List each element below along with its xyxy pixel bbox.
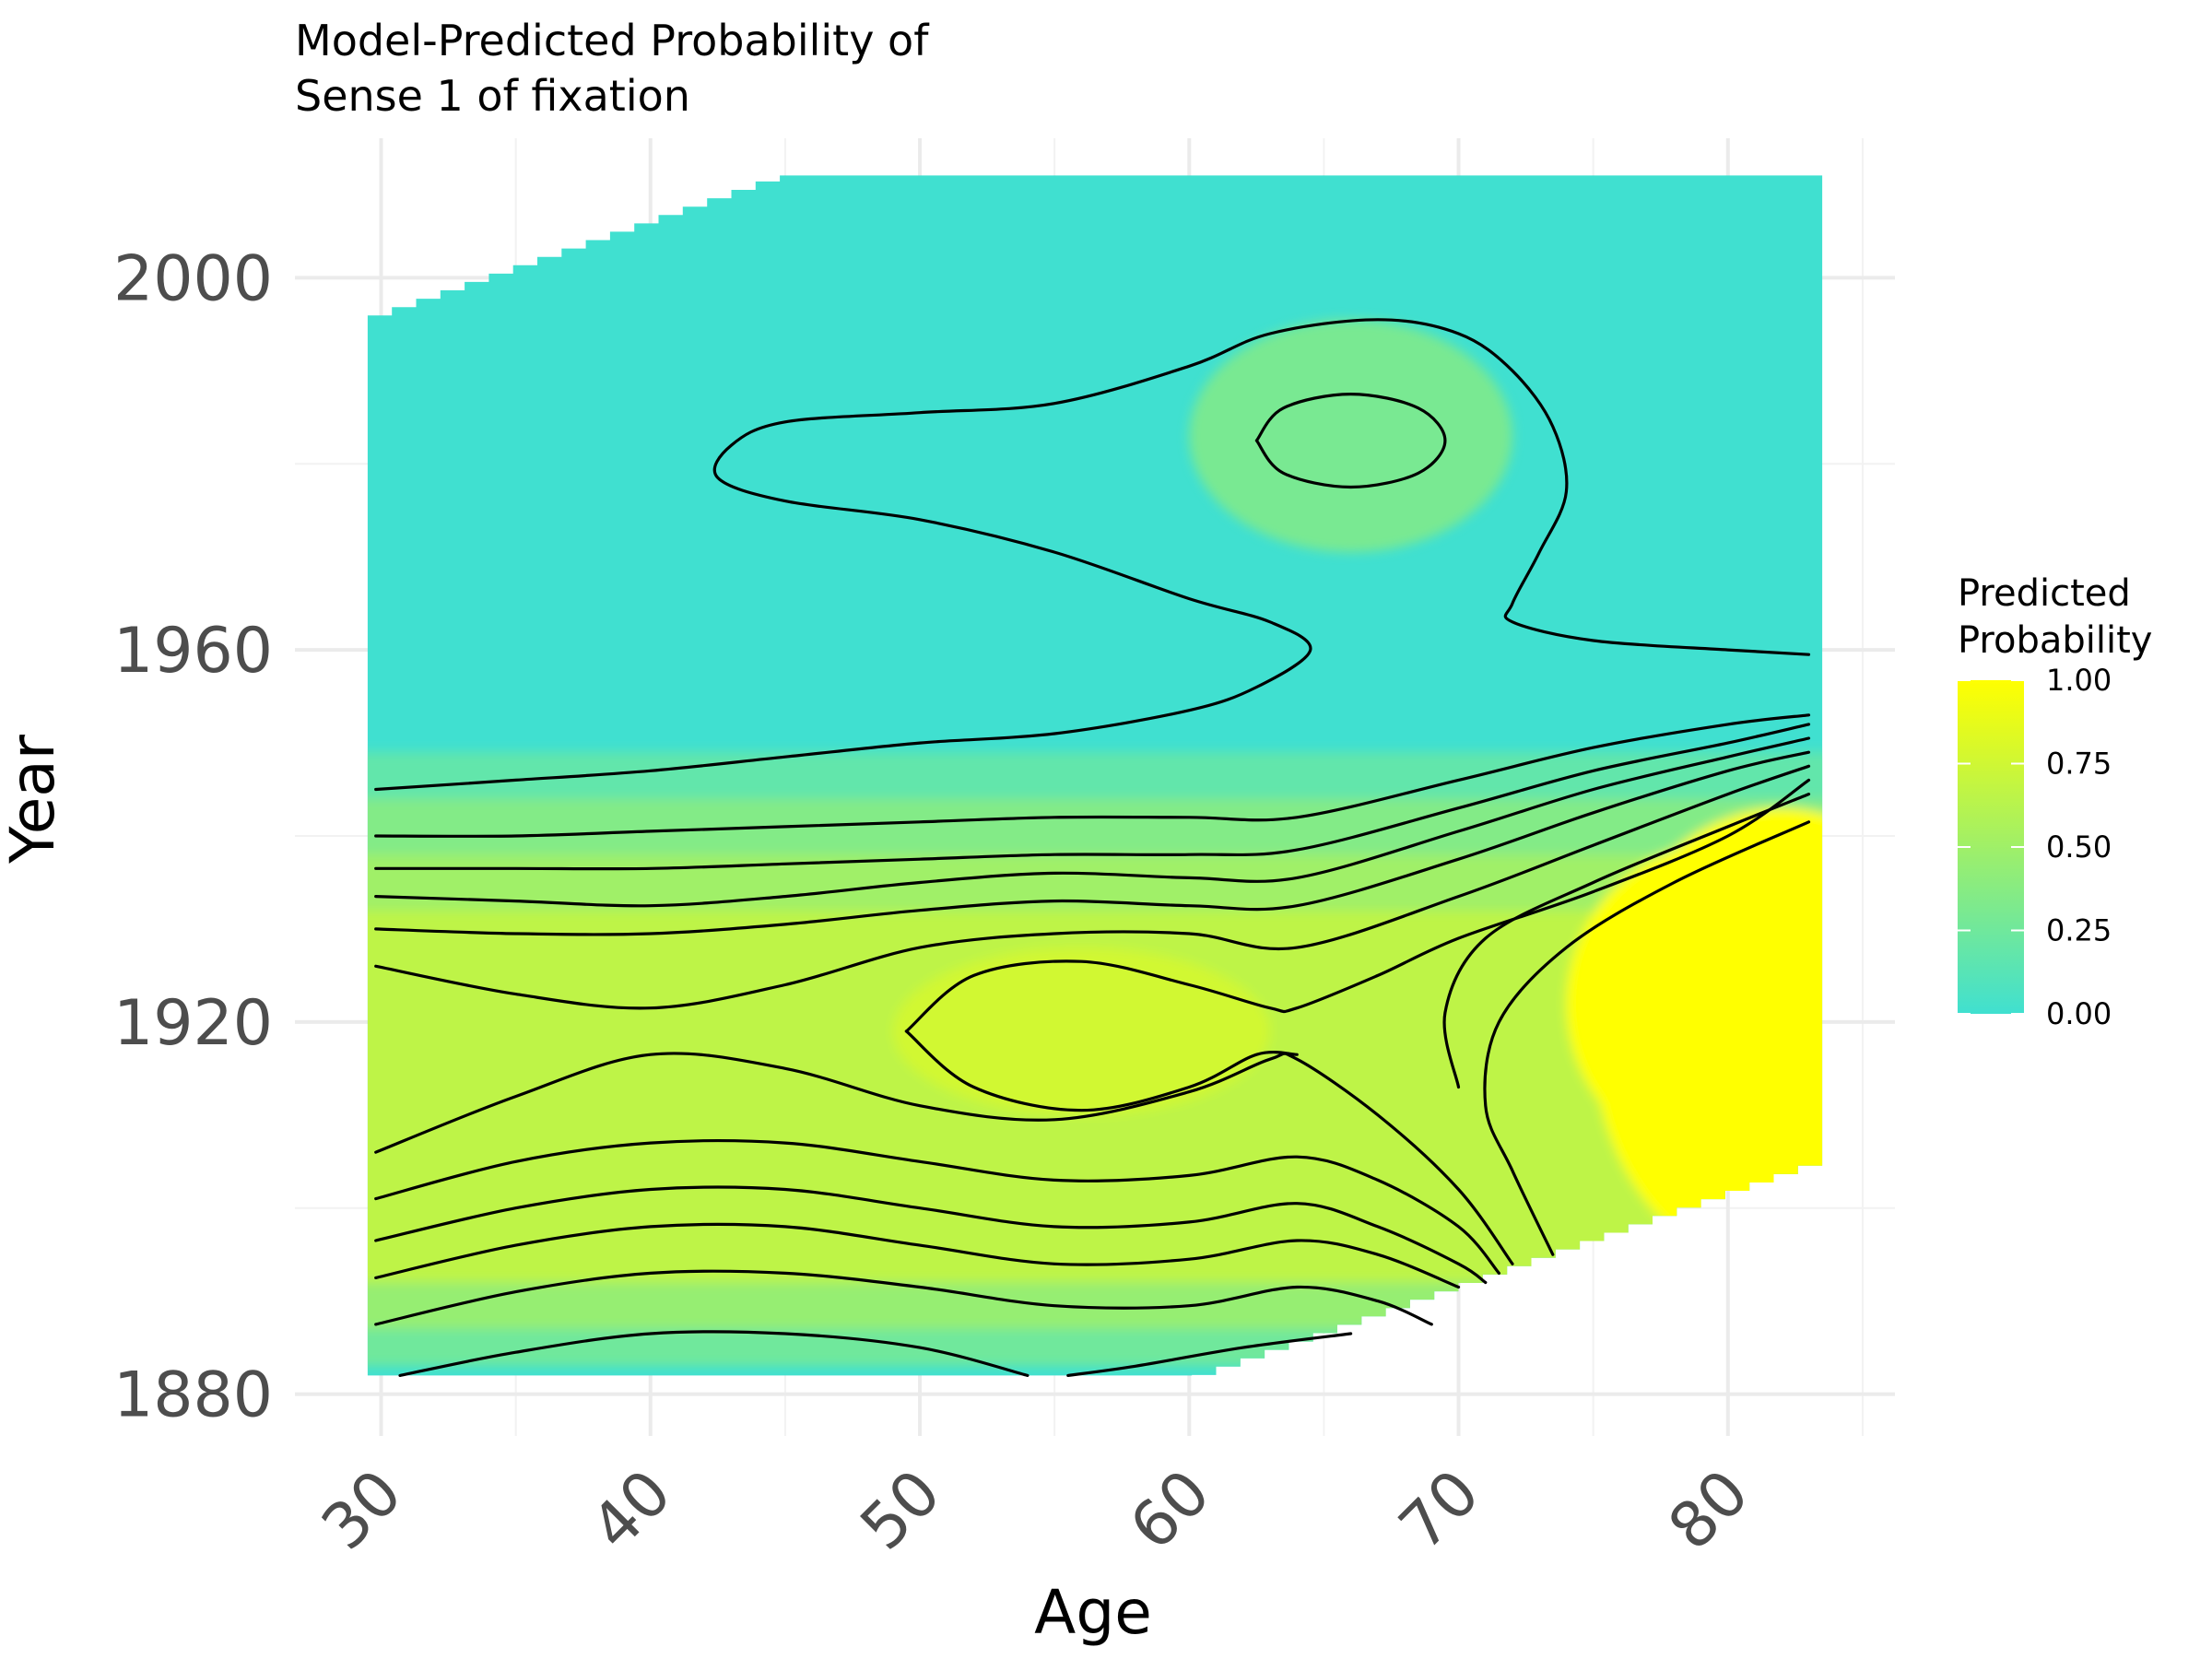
contour-line-11 [374, 764, 1811, 1010]
x-axis-ticks: 30 40 50 60 70 80 [308, 1456, 1762, 1564]
contour-line-8 [1442, 793, 1811, 1089]
contour-line-2 [374, 1269, 1433, 1326]
y-tick-label-0: 1880 [113, 1359, 273, 1432]
contour-line-17 [1254, 393, 1447, 489]
x-tick-label-5: 80 [1655, 1456, 1763, 1564]
heat-peak-2 [1189, 319, 1512, 553]
contour-line-15 [374, 713, 1811, 838]
contour-line-13 [374, 736, 1811, 908]
contour-line-4 [374, 1185, 1488, 1285]
contour-line-12 [374, 750, 1811, 936]
y-axis-title: Year [0, 734, 68, 865]
y-tick-label-1: 1920 [113, 987, 273, 1060]
x-tick-label-0: 30 [308, 1456, 416, 1564]
heat-peak-core [1566, 841, 1823, 1167]
heat-band-1 [367, 798, 1823, 855]
legend-ticks: 0.00 0.25 0.50 0.75 1.00 [1958, 663, 2112, 1031]
legend-tick-label-0: 0.00 [2046, 996, 2112, 1031]
legend-tick-label-1: 0.25 [2046, 913, 2112, 948]
contour-line-3 [374, 1222, 1461, 1289]
legend-tick-label-2: 0.50 [2046, 830, 2112, 865]
x-tick-label-1: 40 [578, 1456, 686, 1564]
contour-line-16 [374, 318, 1811, 792]
contour-line-9 [904, 778, 1811, 1033]
y-tick-label-2: 1960 [113, 615, 273, 688]
chart-title-line-2: Sense 1 of fixation [295, 71, 690, 121]
contour-line-7 [1483, 820, 1811, 1256]
legend-tick-label-3: 0.75 [2046, 747, 2112, 782]
legend-title-line-1: Predicted [1958, 572, 2131, 615]
contour-line-14 [374, 723, 1811, 871]
contour-line-6 [374, 1052, 1514, 1265]
y-axis-ticks: 1880 1920 1960 2000 [113, 242, 273, 1431]
legend-title-line-2: Probability [1958, 619, 2152, 662]
x-tick-label-3: 60 [1116, 1456, 1224, 1564]
contour-line-1 [1066, 1332, 1353, 1377]
chart-title-line-1: Model-Predicted Probability of [295, 16, 930, 65]
contour-line-5 [374, 1138, 1500, 1275]
legend-tick-label-4: 1.00 [2046, 663, 2112, 698]
heat-peak-1 [892, 947, 1270, 1115]
contour-line-10 [904, 1030, 1299, 1112]
x-tick-label-4: 70 [1386, 1456, 1494, 1564]
contour-line-0 [398, 1330, 1030, 1377]
legend: Predicted Probability 0.00 0.25 0.50 0.75 1.… [1958, 572, 2152, 1031]
contour-lines [374, 318, 1811, 1377]
x-axis-title: Age [1034, 1577, 1152, 1648]
y-tick-label-3: 2000 [113, 242, 273, 315]
x-tick-label-2: 50 [847, 1456, 955, 1564]
